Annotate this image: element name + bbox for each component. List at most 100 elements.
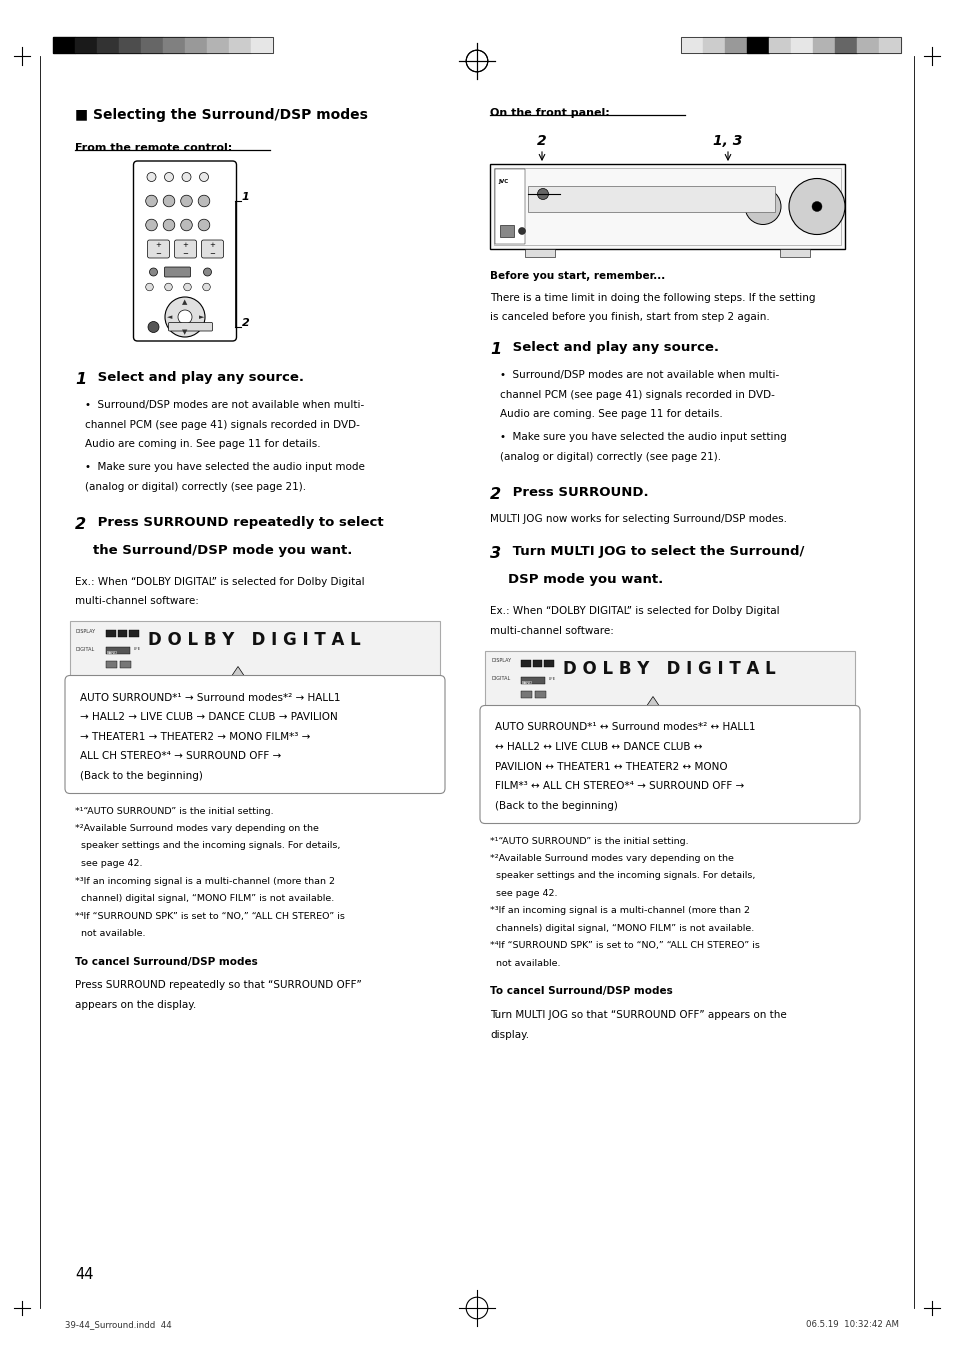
Bar [746, 37, 768, 53]
Text: AUTO SURROUND*¹ ↔ Surround modes*² ↔ HALL1: AUTO SURROUND*¹ ↔ Surround modes*² ↔ HAL… [495, 722, 755, 733]
Text: 2: 2 [537, 134, 546, 147]
Text: Press SURROUND repeatedly so that “SURROUND OFF”: Press SURROUND repeatedly so that “SURRO… [75, 980, 361, 991]
FancyBboxPatch shape [164, 266, 191, 277]
Text: *⁴If “SURROUND SPK” is set to “NO,” “ALL CH STEREO” is: *⁴If “SURROUND SPK” is set to “NO,” “ALL… [490, 941, 760, 950]
Text: appears on the display.: appears on the display. [75, 1000, 196, 1010]
Circle shape [165, 283, 172, 291]
Bar [494, 168, 841, 245]
Text: (Back to the beginning): (Back to the beginning) [80, 771, 203, 780]
FancyBboxPatch shape [479, 706, 859, 823]
Text: ▼: ▼ [182, 329, 188, 335]
Bar [520, 691, 532, 698]
Text: ◄: ◄ [167, 314, 172, 320]
Text: BAND: BAND [107, 650, 118, 654]
Text: On the front panel:: On the front panel: [490, 108, 609, 118]
Bar [534, 691, 545, 698]
Bar [499, 224, 514, 237]
Text: not available.: not available. [490, 959, 560, 968]
Text: D O L B Y   D I G I T A L: D O L B Y D I G I T A L [148, 630, 360, 649]
Bar [207, 37, 229, 53]
Text: 1: 1 [490, 342, 500, 357]
Text: ►: ► [198, 314, 204, 320]
Circle shape [198, 195, 210, 207]
Circle shape [180, 219, 193, 231]
Text: (analog or digital) correctly (see page 21).: (analog or digital) correctly (see page … [85, 483, 306, 492]
FancyBboxPatch shape [148, 241, 170, 258]
Text: speaker settings and the incoming signals. For details,: speaker settings and the incoming signal… [490, 872, 755, 880]
Text: DSP mode you want.: DSP mode you want. [507, 573, 662, 587]
Circle shape [199, 173, 209, 181]
Text: speaker settings and the incoming signals. For details,: speaker settings and the incoming signal… [75, 841, 340, 850]
Text: *³If an incoming signal is a multi-channel (more than 2: *³If an incoming signal is a multi-chann… [490, 906, 749, 915]
Text: 1, 3: 1, 3 [713, 134, 741, 147]
Text: Press SURROUND.: Press SURROUND. [507, 485, 648, 499]
Text: → HALL2 → LIVE CLUB → DANCE CLUB → PAVILION: → HALL2 → LIVE CLUB → DANCE CLUB → PAVIL… [80, 713, 337, 722]
Circle shape [165, 297, 205, 337]
Bar [106, 630, 115, 637]
Text: •  Make sure you have selected the audio input setting: • Make sure you have selected the audio … [499, 433, 786, 442]
Bar [97, 37, 119, 53]
FancyBboxPatch shape [201, 241, 223, 258]
Polygon shape [230, 667, 246, 679]
Bar [780, 249, 809, 257]
Bar [484, 650, 854, 708]
Text: Turn MULTI JOG to select the Surround/: Turn MULTI JOG to select the Surround/ [507, 545, 803, 558]
Circle shape [198, 219, 210, 231]
Circle shape [759, 203, 766, 211]
Text: see page 42.: see page 42. [490, 890, 557, 898]
Bar [251, 37, 273, 53]
Text: LFE: LFE [133, 646, 141, 650]
Text: Ex.: When “DOLBY DIGITAL” is selected for Dolby Digital: Ex.: When “DOLBY DIGITAL” is selected fo… [490, 607, 779, 617]
Text: 44: 44 [75, 1267, 93, 1282]
Text: −: − [210, 251, 215, 257]
Circle shape [150, 268, 157, 276]
Text: 1: 1 [241, 192, 249, 201]
Text: *¹“AUTO SURROUND” is the initial setting.: *¹“AUTO SURROUND” is the initial setting… [75, 807, 274, 815]
Text: JVC: JVC [497, 178, 508, 184]
Text: 2: 2 [490, 487, 500, 502]
Text: channel) digital signal, “MONO FILM” is not available.: channel) digital signal, “MONO FILM” is … [75, 894, 334, 903]
Text: There is a time limit in doing the following steps. If the setting: There is a time limit in doing the follo… [490, 293, 815, 303]
Bar [53, 37, 75, 53]
Text: *³If an incoming signal is a multi-channel (more than 2: *³If an incoming signal is a multi-chann… [75, 876, 335, 886]
Bar [119, 37, 141, 53]
Bar [856, 37, 878, 53]
Bar [527, 187, 774, 212]
Text: 1: 1 [75, 372, 86, 387]
Text: D O L B Y   D I G I T A L: D O L B Y D I G I T A L [562, 661, 775, 679]
Text: DISPLAY: DISPLAY [76, 629, 96, 634]
Circle shape [537, 188, 548, 200]
Text: ↔ HALL2 ↔ LIVE CLUB ↔ DANCE CLUB ↔: ↔ HALL2 ↔ LIVE CLUB ↔ DANCE CLUB ↔ [495, 742, 701, 752]
Text: 06.5.19  10:32:42 AM: 06.5.19 10:32:42 AM [805, 1320, 898, 1329]
Text: not available.: not available. [75, 929, 146, 938]
Text: −: − [182, 251, 189, 257]
Text: DIGITAL: DIGITAL [76, 646, 95, 652]
Bar [834, 37, 856, 53]
Text: MULTI JOG now works for selecting Surround/DSP modes.: MULTI JOG now works for selecting Surrou… [490, 515, 786, 525]
Text: *¹“AUTO SURROUND” is the initial setting.: *¹“AUTO SURROUND” is the initial setting… [490, 837, 688, 845]
Text: → THEATER1 → THEATER2 → MONO FILM*³ →: → THEATER1 → THEATER2 → MONO FILM*³ → [80, 731, 310, 741]
Circle shape [184, 283, 192, 291]
Bar [117, 630, 127, 637]
Text: channel PCM (see page 41) signals recorded in DVD-: channel PCM (see page 41) signals record… [85, 419, 359, 430]
Text: •  Surround/DSP modes are not available when multi-: • Surround/DSP modes are not available w… [499, 370, 779, 380]
Text: (analog or digital) correctly (see page 21).: (analog or digital) correctly (see page … [499, 452, 720, 462]
Text: multi-channel software:: multi-channel software: [490, 626, 613, 635]
Bar [490, 164, 844, 249]
Circle shape [518, 227, 525, 234]
Bar [229, 37, 251, 53]
Bar [163, 37, 185, 53]
Text: channels) digital signal, “MONO FILM” is not available.: channels) digital signal, “MONO FILM” is… [490, 923, 754, 933]
Circle shape [811, 201, 821, 211]
Text: Select and play any source.: Select and play any source. [507, 341, 719, 354]
Text: •  Make sure you have selected the audio input mode: • Make sure you have selected the audio … [85, 462, 364, 472]
FancyBboxPatch shape [174, 241, 196, 258]
Text: the Surround/DSP mode you want.: the Surround/DSP mode you want. [92, 544, 352, 557]
Text: PAVILION ↔ THEATER1 ↔ THEATER2 ↔ MONO: PAVILION ↔ THEATER1 ↔ THEATER2 ↔ MONO [495, 761, 727, 772]
Bar [768, 37, 790, 53]
Bar [185, 37, 207, 53]
Text: DIGITAL: DIGITAL [491, 676, 510, 681]
Bar [878, 37, 900, 53]
FancyBboxPatch shape [169, 323, 213, 331]
Bar [106, 661, 117, 668]
